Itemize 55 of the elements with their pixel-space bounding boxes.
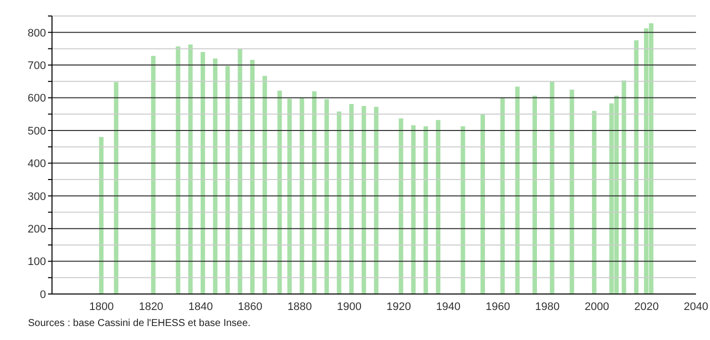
bar: [349, 104, 354, 294]
bar: [312, 91, 317, 294]
bar: [436, 120, 440, 294]
y-tick-label: 400: [28, 158, 46, 170]
bar: [500, 98, 505, 294]
x-tick-label: 1820: [138, 300, 164, 313]
bar: [460, 126, 466, 294]
y-tick-label: 700: [28, 60, 46, 72]
bar: [336, 112, 342, 294]
bar: [592, 110, 596, 294]
bar: [300, 98, 304, 294]
y-tick-label: 300: [28, 190, 46, 203]
bar: [262, 76, 267, 294]
bar: [515, 86, 520, 294]
y-tick-label: 600: [28, 92, 46, 105]
x-tick-label: 1940: [436, 300, 461, 313]
bar: [287, 98, 292, 294]
x-tick-label: 1960: [486, 300, 510, 313]
bar: [151, 56, 156, 294]
bar: [188, 44, 193, 294]
y-tick-label: 800: [28, 27, 46, 40]
bar: [213, 58, 218, 294]
bar: [250, 60, 255, 294]
x-tick-label: 1920: [386, 300, 412, 313]
x-tick-label: 1860: [238, 300, 262, 313]
bar: [225, 66, 230, 294]
bar: [622, 80, 626, 294]
x-tick-label: 1880: [287, 300, 312, 313]
bar: [411, 125, 416, 294]
bar: [114, 82, 118, 294]
y-tick-label: 200: [28, 223, 46, 236]
bar: [480, 114, 485, 294]
x-tick-label: 2040: [684, 300, 708, 313]
x-tick-label: 2020: [634, 300, 659, 313]
y-tick-label: 0: [40, 288, 46, 301]
bar: [324, 99, 329, 294]
bar: [99, 137, 104, 294]
x-tick-label: 1980: [535, 300, 560, 313]
bar: [634, 40, 639, 294]
bar: [374, 106, 378, 294]
bar: [362, 106, 366, 294]
bar: [550, 81, 554, 294]
bar: [532, 96, 537, 294]
x-tick-label: 1800: [89, 300, 114, 313]
bar: [424, 126, 428, 294]
source-note: Sources : base Cassini de l'EHESS et base Insee.: [28, 318, 252, 329]
x-tick-label: 2000: [584, 300, 610, 313]
y-tick-label: 500: [28, 125, 46, 138]
bar: [176, 46, 180, 294]
bar: [200, 52, 206, 294]
x-tick-label: 1840: [188, 300, 213, 313]
x-tick-label: 1900: [336, 300, 362, 313]
bar: [570, 90, 574, 294]
y-tick-label: 100: [28, 256, 46, 268]
bar: [277, 90, 282, 294]
